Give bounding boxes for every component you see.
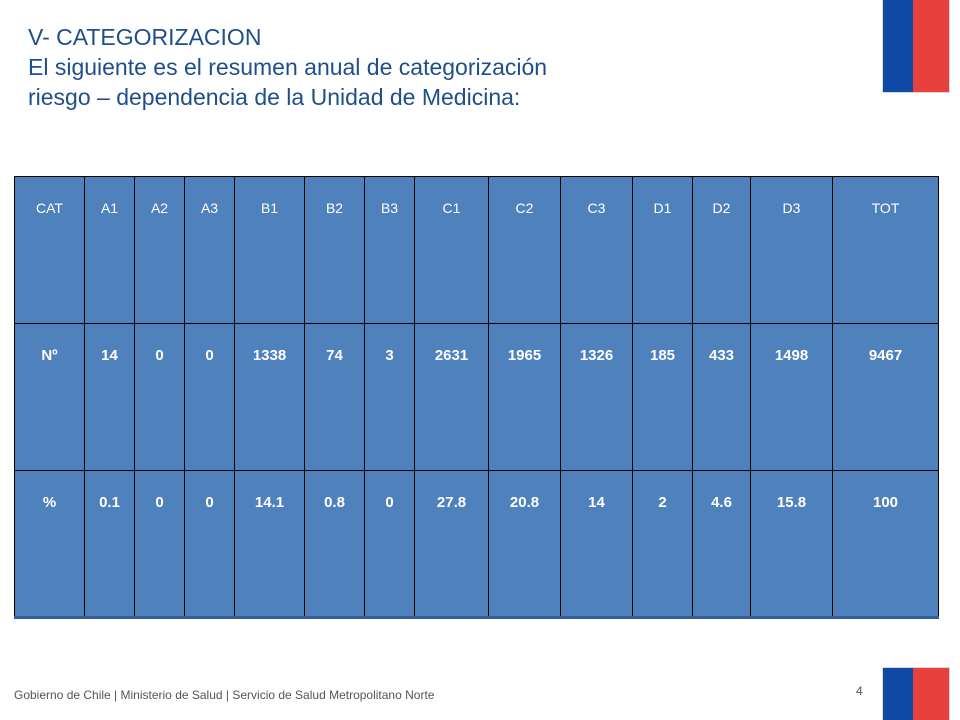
categorization-table: CAT A1 A2 A3 B1 B2 B3 C1 C2 C3 D1 D2 D3 … <box>14 176 939 619</box>
table-cell: 185 <box>632 323 693 471</box>
header-cell: A2 <box>134 176 185 324</box>
table-cell: 15.8 <box>750 470 833 618</box>
header-cell: B2 <box>304 176 365 324</box>
table-cell: 27.8 <box>414 470 489 618</box>
table-cell: 0 <box>184 470 235 618</box>
title-line-3: riesgo – dependencia de la Unidad de Med… <box>28 84 521 110</box>
footer-text: Gobierno de Chile | Ministerio de Salud … <box>14 688 435 702</box>
header-cell: D3 <box>750 176 833 324</box>
table-cell: 14 <box>560 470 633 618</box>
table-cell: 14.1 <box>234 470 305 618</box>
table-cell: 3 <box>364 323 415 471</box>
header-cell: A1 <box>84 176 135 324</box>
flag-blue-band <box>883 0 913 92</box>
header-cell: C3 <box>560 176 633 324</box>
table-row-percent: % 0.1 0 0 14.1 0.8 0 27.8 20.8 14 2 4.6 … <box>14 470 939 618</box>
header-cell: TOT <box>832 176 939 324</box>
table-cell: 0 <box>134 323 185 471</box>
table-cell: 14 <box>84 323 135 471</box>
header-cell: CAT <box>14 176 85 324</box>
table-cell: 1498 <box>750 323 833 471</box>
header-cell: C2 <box>488 176 561 324</box>
table-cell: 1338 <box>234 323 305 471</box>
table-cell: 433 <box>692 323 751 471</box>
chile-flag-logo-top <box>883 0 949 92</box>
table-cell: 2 <box>632 470 693 618</box>
flag-red-band <box>913 668 949 720</box>
title-line-2: El siguiente es el resumen anual de cate… <box>28 54 548 80</box>
table-cell: 100 <box>832 470 939 618</box>
table-cell: 0 <box>134 470 185 618</box>
table-cell: 0.1 <box>84 470 135 618</box>
header-cell: C1 <box>414 176 489 324</box>
table-row-count: Nº 14 0 0 1338 74 3 2631 1965 1326 185 4… <box>14 323 939 471</box>
flag-blue-band <box>883 668 913 720</box>
table-cell: 74 <box>304 323 365 471</box>
page-number: 4 <box>856 684 863 698</box>
table-cell: 0 <box>364 470 415 618</box>
slide-title: V- CATEGORIZACION El siguiente es el res… <box>28 22 648 112</box>
table-header-row: CAT A1 A2 A3 B1 B2 B3 C1 C2 C3 D1 D2 D3 … <box>14 176 939 324</box>
table-cell: 20.8 <box>488 470 561 618</box>
table-cell: 2631 <box>414 323 489 471</box>
header-cell: B3 <box>364 176 415 324</box>
table-cell: 1326 <box>560 323 633 471</box>
header-cell: D1 <box>632 176 693 324</box>
header-cell: A3 <box>184 176 235 324</box>
table-cell: 4.6 <box>692 470 751 618</box>
header-cell: B1 <box>234 176 305 324</box>
table-cell: 0.8 <box>304 470 365 618</box>
chile-flag-logo-bottom <box>883 668 949 720</box>
table-cell: 9467 <box>832 323 939 471</box>
header-cell: D2 <box>692 176 751 324</box>
table-cell: % <box>14 470 85 618</box>
title-line-1: V- CATEGORIZACION <box>28 24 262 50</box>
table-cell: Nº <box>14 323 85 471</box>
flag-red-band <box>913 0 949 92</box>
table-cell: 0 <box>184 323 235 471</box>
table-cell: 1965 <box>488 323 561 471</box>
